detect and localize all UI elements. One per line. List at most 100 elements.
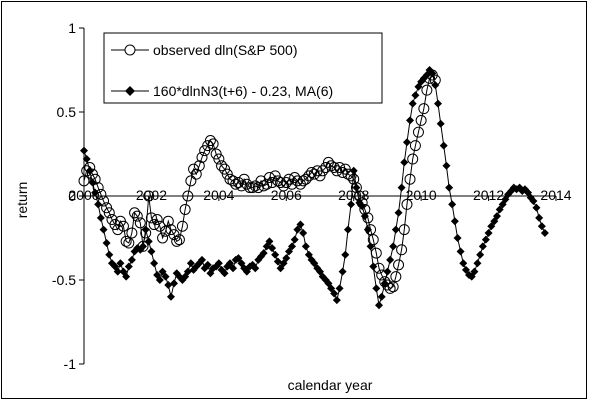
data-point-model	[186, 259, 195, 268]
data-point-observed	[300, 173, 312, 185]
data-point-model	[301, 242, 310, 251]
data-point-model	[476, 250, 485, 259]
data-point-model	[96, 213, 105, 222]
data-point-model	[147, 247, 156, 256]
data-point-model	[124, 262, 133, 271]
data-point-model	[434, 99, 442, 108]
data-point-observed	[266, 177, 278, 189]
data-point-model	[484, 228, 493, 237]
data-point-model	[155, 276, 164, 284]
data-point-observed	[390, 271, 402, 283]
data-point-observed	[230, 178, 242, 190]
data-point-model	[127, 255, 136, 264]
data-point-model	[386, 255, 395, 264]
data-point-observed	[162, 215, 174, 227]
data-point-model	[363, 225, 372, 234]
data-point-model	[450, 217, 459, 226]
data-point-model	[540, 228, 549, 237]
data-point-observed	[202, 140, 214, 152]
data-point-observed	[131, 210, 143, 222]
data-point-model	[198, 255, 206, 264]
data-point-observed	[112, 224, 124, 236]
data-point-model	[529, 197, 538, 206]
data-point-model	[150, 259, 159, 268]
data-point-model	[144, 237, 153, 246]
data-point-model	[391, 225, 400, 234]
data-point-observed	[247, 182, 259, 194]
data-point-model	[82, 155, 91, 164]
data-point-observed	[109, 219, 121, 231]
data-point-model	[428, 69, 437, 78]
data-point-observed	[328, 161, 340, 173]
data-point-model	[360, 212, 369, 221]
data-point-observed	[78, 175, 90, 187]
data-point-model	[372, 284, 381, 293]
data-point-model	[504, 190, 513, 199]
data-point-model	[535, 213, 544, 222]
data-point-model	[183, 267, 192, 276]
y-tick-label: 1	[68, 20, 76, 36]
x-axis-title: calendar year	[288, 377, 373, 393]
data-point-model	[470, 267, 479, 276]
data-point-model	[225, 259, 234, 268]
data-point-model	[478, 242, 487, 251]
data-point-observed	[182, 190, 194, 202]
data-point-model	[158, 267, 167, 276]
data-point-observed	[193, 160, 205, 172]
x-tick-label: 2012	[473, 187, 504, 203]
data-point-model	[273, 257, 282, 266]
data-point-model	[268, 244, 277, 253]
legend-box	[103, 32, 383, 104]
data-point-model	[338, 267, 347, 276]
data-point-model	[377, 292, 386, 301]
data-point-observed	[151, 214, 163, 226]
data-point-model	[369, 262, 378, 271]
y-tick-label: -0.5	[52, 272, 76, 288]
data-point-model	[389, 242, 398, 251]
data-point-model	[532, 203, 541, 212]
data-point-model	[88, 178, 97, 187]
data-point-model	[91, 188, 100, 197]
data-point-model	[481, 235, 490, 244]
data-point-model	[94, 200, 103, 209]
data-point-observed	[317, 165, 329, 177]
data-point-model	[282, 254, 291, 263]
data-point-observed	[188, 163, 200, 175]
data-point-observed	[210, 148, 222, 160]
data-point-model	[166, 292, 175, 301]
data-point-observed	[216, 160, 228, 172]
x-tick-label: 2014	[540, 187, 571, 203]
data-point-observed	[396, 244, 408, 256]
data-point-model	[99, 225, 108, 234]
data-point-model	[80, 146, 88, 155]
data-point-observed	[303, 170, 315, 182]
data-point-observed	[367, 234, 379, 246]
data-point-model	[102, 239, 111, 248]
data-point-model	[259, 249, 268, 258]
x-tick-label: 2006	[271, 187, 302, 203]
data-point-model	[164, 281, 173, 290]
legend: observed dln(S&P 500) 160*dlnN3(t+6) - 0…	[103, 32, 383, 104]
data-point-observed	[171, 235, 183, 247]
y-tick-label: -1	[64, 356, 77, 372]
data-point-model	[493, 212, 501, 221]
data-point-model	[293, 225, 302, 234]
data-point-model	[380, 279, 389, 288]
y-tick-label: 0	[68, 188, 76, 204]
data-point-model	[248, 260, 257, 269]
data-point-model	[332, 296, 341, 305]
data-point-observed	[278, 180, 290, 192]
data-point-observed	[134, 217, 146, 229]
data-point-model	[327, 284, 336, 293]
data-point-model	[431, 81, 440, 90]
data-point-model	[408, 99, 417, 108]
data-point-observed	[291, 175, 303, 187]
x-tick-label: 2002	[136, 187, 167, 203]
data-point-model	[113, 267, 122, 276]
data-point-observed	[407, 153, 419, 165]
data-point-model	[453, 234, 462, 242]
data-point-model	[85, 166, 94, 175]
data-point-model	[394, 208, 403, 217]
